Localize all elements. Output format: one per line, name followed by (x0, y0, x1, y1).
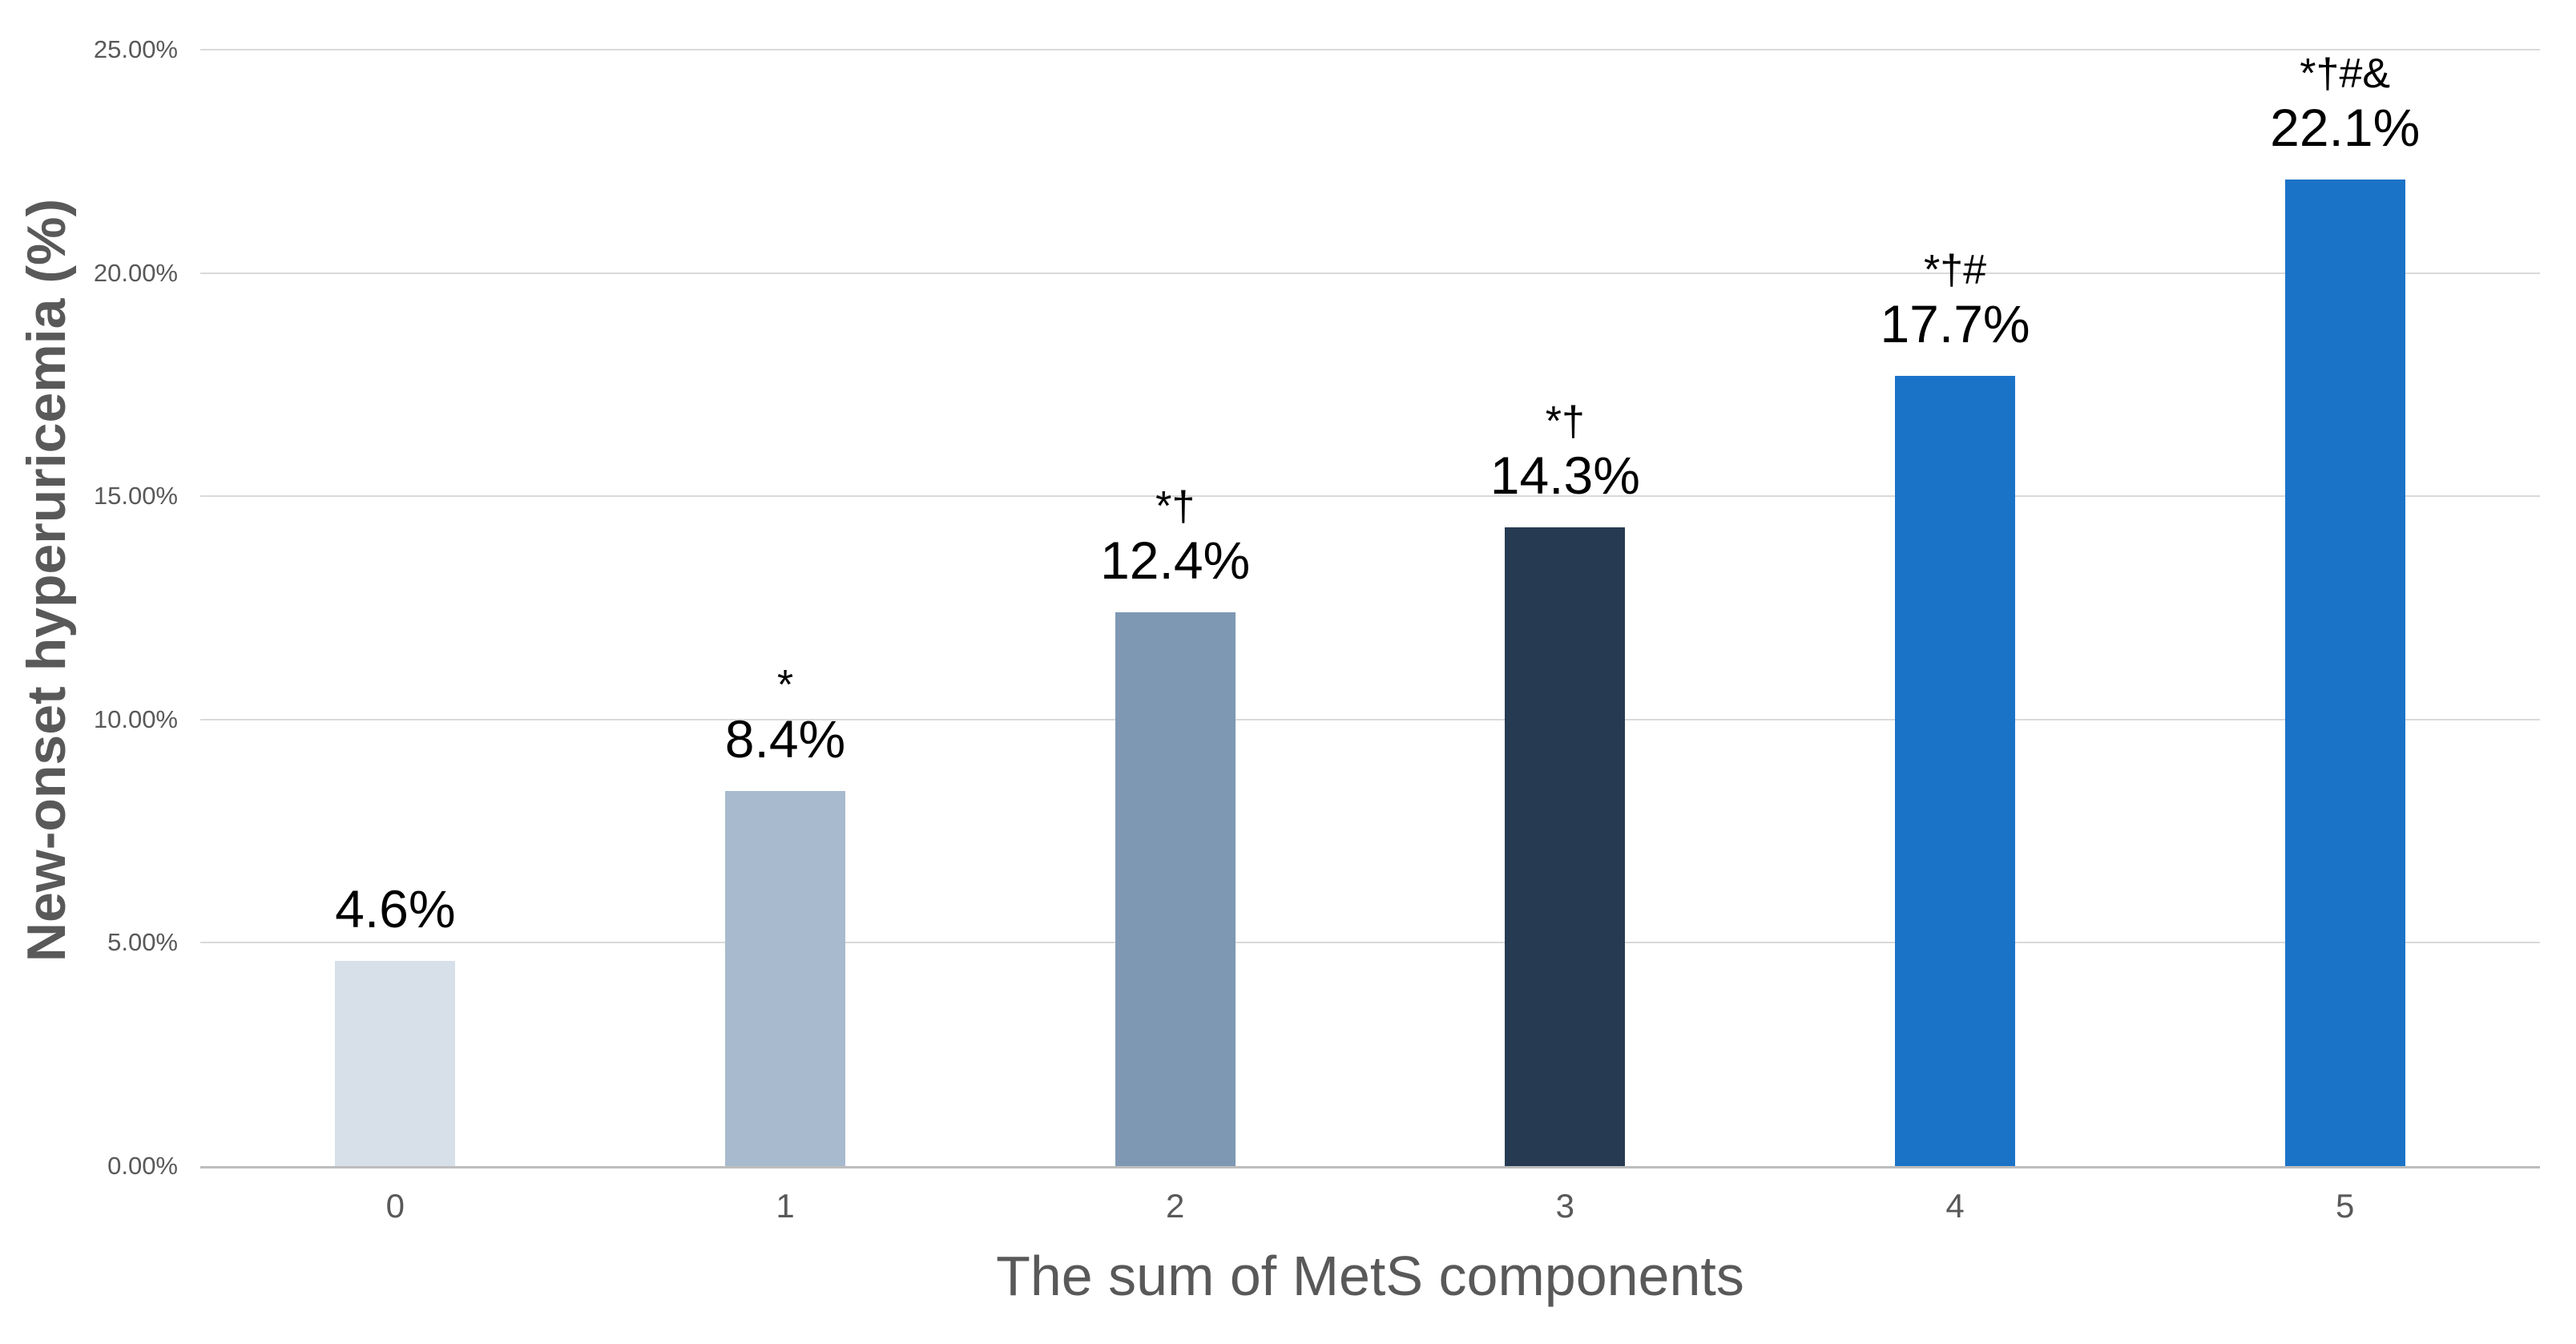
x-tick-label: 4 (1945, 1187, 1965, 1225)
bar-slot: *†# 17.7% 4 (1760, 50, 2151, 1225)
gridline (200, 942, 2540, 944)
y-tick-label: 25.00% (93, 35, 178, 63)
bar-slot: 4.6% 0 (200, 50, 591, 1225)
bar (1115, 612, 1236, 1166)
y-tick-label: 0.00% (107, 1152, 178, 1180)
bar-label: *† 12.4% (1100, 482, 1250, 590)
x-axis-title: The sum of MetS components (996, 1245, 1744, 1307)
y-tick-label: 5.00% (107, 928, 178, 957)
bar-value-label: 17.7% (1880, 293, 2030, 353)
gridline (200, 718, 2540, 720)
x-tick-label: 2 (1166, 1187, 1185, 1225)
x-tick-label: 3 (1555, 1187, 1575, 1225)
bar (2284, 179, 2405, 1166)
bar-label: *†# 17.7% (1880, 246, 2030, 353)
gridline (200, 272, 2540, 274)
x-tick-label: 1 (776, 1187, 795, 1225)
y-tick-label: 10.00% (93, 704, 178, 733)
bar-slot: *† 12.4% 2 (980, 50, 1370, 1225)
bar-label: *† 14.3% (1490, 398, 1640, 505)
bar-value-label: 12.4% (1100, 531, 1251, 591)
bar-label: *†#& 22.1% (2270, 50, 2420, 157)
bar-slot: *† 14.3% 3 (1370, 50, 1760, 1225)
bar (1895, 375, 2016, 1166)
significance-annotation: *† (1155, 483, 1195, 531)
bar-slot: *†#& 22.1% 5 (2150, 50, 2540, 1225)
y-tick-label: 15.00% (93, 482, 178, 511)
bar (1505, 527, 1626, 1166)
bar-value-label: 4.6% (335, 878, 456, 938)
x-tick-label: 5 (2336, 1187, 2355, 1225)
gridline (200, 49, 2540, 50)
gridline (200, 495, 2540, 498)
bar-label: * 8.4% (725, 661, 845, 769)
bar-value-label: 14.3% (1490, 446, 1640, 506)
significance-annotation: *† (1545, 398, 1585, 446)
bar (335, 960, 456, 1166)
bar-slot: * 8.4% 1 (591, 50, 981, 1225)
plot-area: 4.6% 0 * 8.4% 1 *† 12.4% 2 *† 14.3% 3 *†# 17.7% 4 *†#&… (200, 49, 2540, 1225)
bar-value-label: 22.1% (2270, 97, 2421, 157)
significance-annotation: * (776, 661, 794, 708)
bar-label: 4.6% (335, 879, 455, 938)
bar-value-label: 8.4% (724, 708, 846, 769)
y-axis-title: New-onset hyperuricemia (%) (16, 198, 77, 963)
x-tick-label: 0 (385, 1187, 405, 1225)
bar (725, 790, 845, 1166)
y-tick-label: 20.00% (93, 258, 178, 287)
bar-slots: 4.6% 0 * 8.4% 1 *† 12.4% 2 *† 14.3% 3 *†# 17.7% 4 *†#&… (200, 50, 2540, 1225)
significance-annotation: *†# (1923, 246, 1987, 293)
significance-annotation: *†#& (2300, 50, 2391, 97)
